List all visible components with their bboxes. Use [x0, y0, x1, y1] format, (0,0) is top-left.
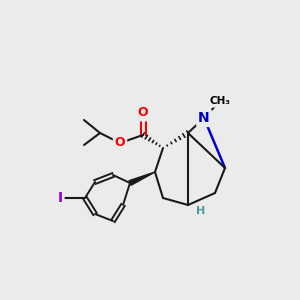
- Text: O: O: [115, 136, 125, 149]
- Text: O: O: [138, 106, 148, 119]
- Text: H: H: [196, 206, 206, 216]
- Text: I: I: [57, 191, 63, 205]
- Text: N: N: [198, 111, 210, 125]
- Text: CH₃: CH₃: [209, 96, 230, 106]
- Polygon shape: [129, 172, 155, 185]
